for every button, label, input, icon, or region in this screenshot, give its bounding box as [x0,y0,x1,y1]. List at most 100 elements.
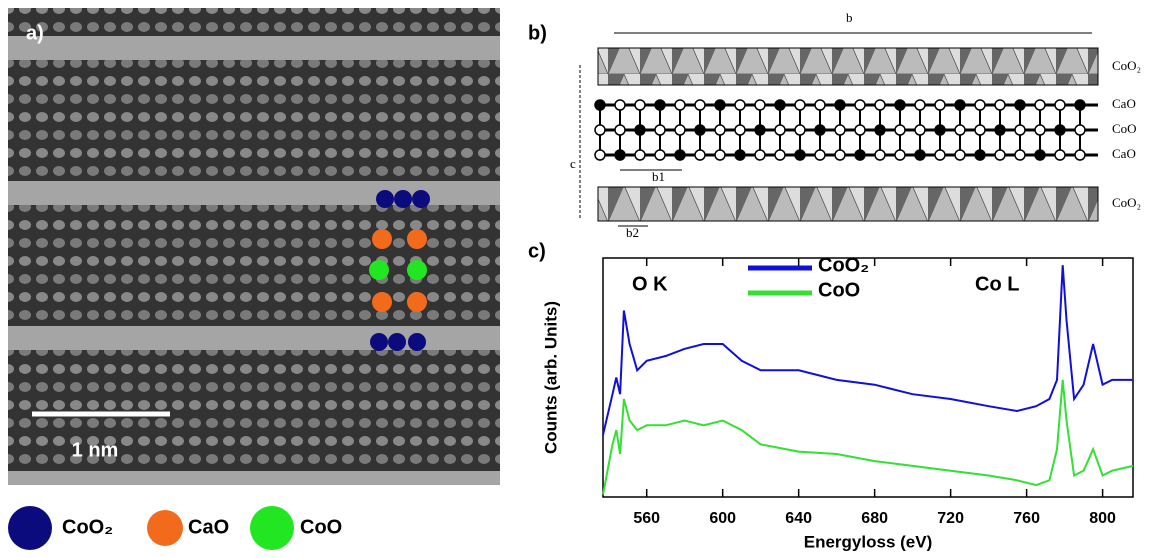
coo2-layer [597,47,1099,86]
atom [674,99,686,111]
layer-label: CaO [1112,146,1136,161]
atom [1034,149,1046,161]
atom [1074,124,1086,136]
atom [934,149,946,161]
x-tick-label: 600 [709,510,736,527]
panel-label: a) [26,22,44,44]
atom [934,124,946,136]
atom [834,124,846,136]
layer-dot [407,292,427,312]
legend-swatch [147,510,183,546]
layer-dot [372,292,392,312]
atom [634,99,646,111]
panel-b: b) b c b1 b2 CoO₂ CaO CoO CaO CoO₂ [528,10,1141,240]
atom [694,99,706,111]
atom [1014,124,1026,136]
atom [874,99,886,111]
layer-label: CoO [1112,121,1137,136]
atom [854,149,866,161]
series-line [602,265,1133,436]
atom [754,149,766,161]
x-tick-label: 680 [861,510,888,527]
atom [674,149,686,161]
atom [934,99,946,111]
atom [954,124,966,136]
atom [974,149,986,161]
atom [1014,99,1026,111]
atom [774,124,786,136]
atom [714,149,726,161]
atom [734,124,746,136]
atom [614,99,626,111]
atom [794,124,806,136]
panel-a: a) 1 nm [8,8,500,485]
atom [814,149,826,161]
legend-swatch [8,506,52,550]
panel-label: b) [528,22,547,44]
atom [714,99,726,111]
atom [914,149,926,161]
bright-band [8,471,500,485]
panel-c: c) 560 600 640 680 720 760 800 Energyloss (eV) C… [528,240,1134,551]
legend-label: CoO₂ [62,516,113,538]
atom [874,149,886,161]
series-line [602,379,1134,495]
atom [594,149,606,161]
atom [1054,99,1066,111]
layer-dot [372,229,392,249]
annotation: Co L [975,273,1019,295]
atom [974,99,986,111]
atom [694,124,706,136]
y-axis-label: Counts (arb. Units) [541,301,560,454]
legend-swatch [250,506,294,550]
atom [734,149,746,161]
atom [974,124,986,136]
coo2-layer [597,186,1099,222]
atom [694,149,706,161]
atom [814,124,826,136]
atom [954,99,966,111]
atom [1054,149,1066,161]
atom [794,149,806,161]
atom [894,124,906,136]
layer-label: CoO₂ [1112,195,1141,210]
atom [594,124,606,136]
legend-label: CoO [818,279,860,301]
x-tick-label: 800 [1089,510,1116,527]
atom [1054,124,1066,136]
layer-dot [408,333,426,351]
atom [894,149,906,161]
atom [634,149,646,161]
atom [994,99,1006,111]
layer-dot [388,333,406,351]
panel-label: c) [528,240,546,262]
atom [594,99,606,111]
x-axis-label: Energyloss (eV) [804,532,933,551]
axis-label: b1 [652,169,665,184]
atom [894,99,906,111]
bright-band [8,36,500,60]
layer-dot [394,190,412,208]
layer-dot [370,333,388,351]
atom [654,149,666,161]
atom [834,149,846,161]
layer-label: CoO₂ [1112,58,1141,73]
scale-bar-label: 1 nm [72,439,119,461]
atom [994,124,1006,136]
atom [754,99,766,111]
x-tick-label: 760 [1013,510,1040,527]
rocksalt-layers [594,99,1098,161]
atom [614,149,626,161]
atom [754,124,766,136]
atom [774,99,786,111]
atom [774,149,786,161]
atom [1034,99,1046,111]
legend-label: CoO₂ [818,254,869,276]
bright-band [8,326,500,350]
legend-label: CaO [188,516,229,538]
x-tick-label: 720 [937,510,964,527]
x-tick-label: 640 [785,510,812,527]
layer-dot [376,190,394,208]
atom [734,99,746,111]
